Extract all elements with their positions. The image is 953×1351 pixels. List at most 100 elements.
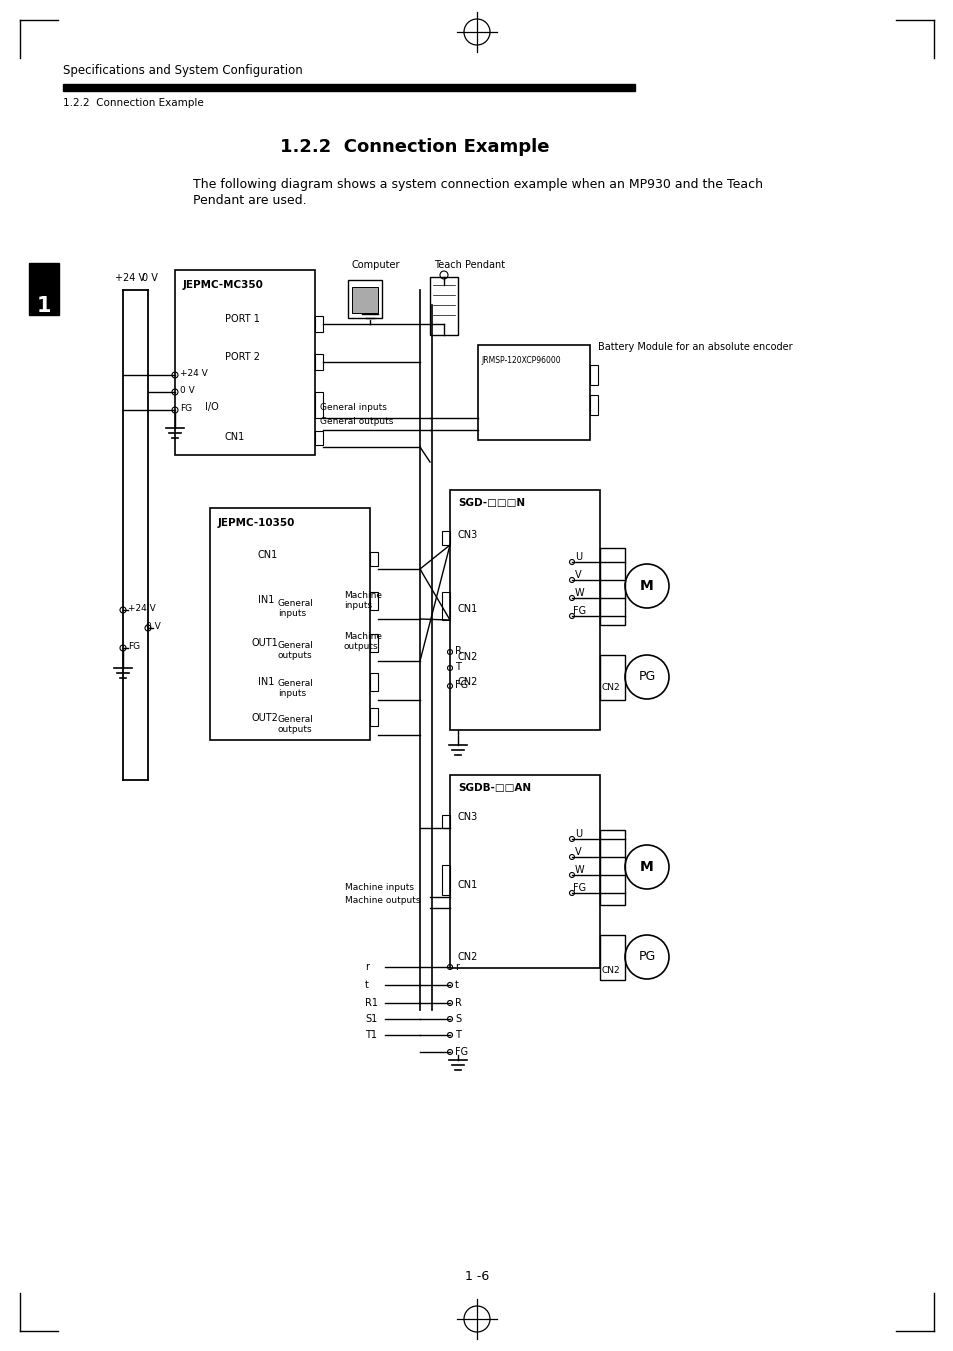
Text: Pendant are used.: Pendant are used.: [193, 195, 306, 207]
Text: T: T: [455, 662, 460, 671]
Bar: [599, 655, 624, 700]
Text: R1: R1: [365, 998, 377, 1008]
Text: SGD-□□□N: SGD-□□□N: [457, 499, 524, 508]
Text: +24 V: +24 V: [115, 273, 145, 282]
Text: CN2: CN2: [457, 952, 477, 962]
Bar: [370, 708, 377, 725]
Text: CN2: CN2: [457, 653, 477, 662]
Text: 0 V: 0 V: [142, 273, 157, 282]
Bar: [441, 865, 450, 894]
Bar: [352, 286, 377, 313]
Text: T1: T1: [365, 1029, 376, 1040]
Text: Battery Module for an absolute encoder: Battery Module for an absolute encoder: [598, 342, 792, 353]
Text: General: General: [277, 640, 314, 650]
Text: U: U: [575, 830, 581, 839]
Text: OUT1: OUT1: [252, 638, 278, 648]
Text: JEPMC-10350: JEPMC-10350: [218, 517, 295, 528]
Text: T: T: [455, 1029, 460, 1040]
Text: CN2: CN2: [457, 677, 477, 688]
Text: CN2: CN2: [601, 966, 620, 975]
Text: r: r: [455, 962, 458, 971]
Text: 1 -6: 1 -6: [464, 1270, 489, 1283]
Text: 1: 1: [37, 296, 51, 316]
Text: r: r: [365, 962, 369, 971]
Text: W: W: [575, 865, 584, 875]
Bar: [589, 365, 598, 385]
Bar: [441, 531, 450, 544]
Text: R: R: [455, 998, 461, 1008]
Text: 0 V: 0 V: [146, 621, 161, 631]
Text: outputs: outputs: [344, 642, 378, 651]
Text: PORT 2: PORT 2: [225, 353, 260, 362]
Text: CN3: CN3: [457, 530, 477, 540]
Bar: [370, 553, 377, 566]
Bar: [370, 634, 377, 653]
Text: CN2: CN2: [601, 684, 620, 692]
Text: V: V: [575, 570, 581, 580]
Text: +24 V: +24 V: [180, 369, 208, 378]
Text: IN1: IN1: [257, 594, 274, 605]
Text: General: General: [277, 715, 314, 724]
Text: t: t: [365, 979, 369, 990]
Text: t: t: [455, 979, 458, 990]
Text: inputs: inputs: [277, 689, 306, 698]
Text: JEPMC-MC350: JEPMC-MC350: [183, 280, 264, 290]
Bar: [589, 394, 598, 415]
Text: FG: FG: [455, 680, 468, 690]
Text: outputs: outputs: [277, 725, 313, 734]
Bar: [210, 508, 370, 740]
Text: inputs: inputs: [277, 609, 306, 617]
Text: FG: FG: [128, 642, 140, 651]
Bar: [314, 392, 323, 417]
Text: +24 V: +24 V: [128, 604, 155, 613]
Text: 0 V: 0 V: [180, 386, 194, 394]
Bar: [29, 263, 59, 315]
Text: S1: S1: [365, 1015, 376, 1024]
Bar: [63, 84, 635, 91]
Bar: [314, 431, 323, 444]
Text: outputs: outputs: [277, 651, 313, 661]
Text: General outputs: General outputs: [319, 417, 393, 426]
Text: PG: PG: [638, 670, 655, 684]
Text: FG: FG: [455, 1047, 468, 1056]
Bar: [348, 280, 381, 317]
Text: CN1: CN1: [257, 550, 278, 561]
Text: CN3: CN3: [457, 812, 477, 821]
Text: SGDB-□□AN: SGDB-□□AN: [457, 784, 531, 793]
Bar: [450, 490, 599, 730]
Bar: [599, 549, 624, 626]
Text: FG: FG: [573, 884, 585, 893]
Text: 1.2.2  Connection Example: 1.2.2 Connection Example: [63, 99, 204, 108]
Bar: [450, 775, 599, 969]
Text: CN1: CN1: [457, 880, 477, 890]
Text: The following diagram shows a system connection example when an MP930 and the Te: The following diagram shows a system con…: [193, 178, 762, 190]
Text: PG: PG: [638, 951, 655, 963]
Bar: [599, 830, 624, 905]
Bar: [174, 270, 314, 455]
Bar: [370, 673, 377, 690]
Text: IN1: IN1: [257, 677, 274, 688]
Text: W: W: [575, 588, 584, 598]
Text: FG: FG: [180, 404, 192, 413]
Text: R: R: [455, 646, 461, 657]
Text: Computer: Computer: [352, 259, 400, 270]
Bar: [599, 935, 624, 979]
Text: Machine outputs: Machine outputs: [345, 896, 420, 905]
Text: 1.2.2  Connection Example: 1.2.2 Connection Example: [280, 138, 549, 155]
Text: U: U: [575, 553, 581, 562]
Text: M: M: [639, 861, 653, 874]
Text: inputs: inputs: [344, 601, 372, 611]
Text: General inputs: General inputs: [319, 403, 387, 412]
Bar: [441, 815, 450, 828]
Text: Machine inputs: Machine inputs: [345, 884, 414, 892]
Text: V: V: [575, 847, 581, 857]
Text: General: General: [277, 680, 314, 688]
Text: Teach Pendant: Teach Pendant: [434, 259, 504, 270]
Bar: [370, 592, 377, 611]
Text: OUT2: OUT2: [252, 713, 278, 723]
Bar: [430, 277, 457, 335]
Text: Machine: Machine: [344, 590, 381, 600]
Text: FG: FG: [573, 607, 585, 616]
Bar: [314, 316, 323, 332]
Bar: [477, 345, 589, 440]
